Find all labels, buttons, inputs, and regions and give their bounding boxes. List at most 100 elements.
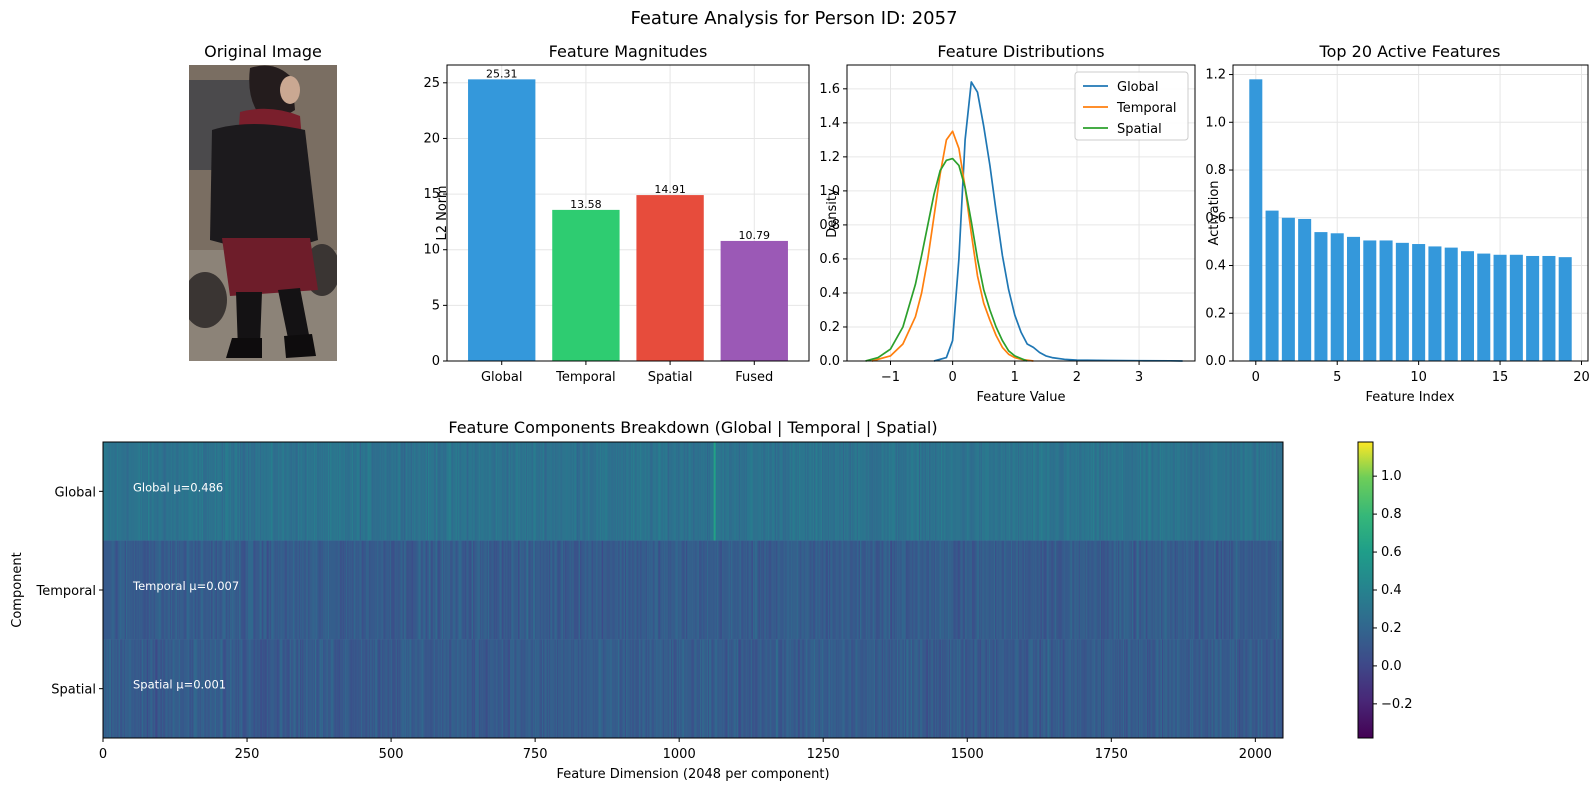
breakdown-cell <box>1259 540 1262 640</box>
breakdown-cell <box>643 442 645 541</box>
breakdown-cell <box>867 540 869 640</box>
distributions-ytick-label: 0.8 <box>819 218 840 233</box>
breakdown-cell <box>475 442 477 541</box>
breakdown-cell <box>771 639 773 738</box>
breakdown-cell <box>179 540 181 640</box>
breakdown-cell <box>1037 540 1039 640</box>
breakdown-cell <box>465 442 468 541</box>
breakdown-cell <box>639 442 642 541</box>
breakdown-cell <box>478 540 481 640</box>
breakdown-cell <box>644 639 647 738</box>
breakdown-cell <box>1232 442 1234 541</box>
breakdown-cell <box>484 540 486 640</box>
breakdown-cell <box>590 442 592 541</box>
breakdown-cell <box>353 639 355 738</box>
breakdown-cell <box>1261 540 1263 640</box>
breakdown-cell <box>705 540 708 640</box>
breakdown-cell <box>363 639 365 738</box>
breakdown-cell <box>366 639 369 738</box>
breakdown-cell <box>637 639 640 738</box>
breakdown-cell <box>1247 540 1249 640</box>
breakdown-cell <box>399 639 401 738</box>
breakdown-cell <box>222 639 225 738</box>
breakdown-cell <box>801 540 803 640</box>
breakdown-cell <box>1118 540 1120 640</box>
breakdown-cell <box>1061 540 1064 640</box>
breakdown-cell <box>554 442 557 541</box>
breakdown-cell <box>169 442 172 541</box>
breakdown-cell <box>499 540 501 640</box>
breakdown-cell <box>1228 540 1231 640</box>
breakdown-cell <box>788 639 791 738</box>
breakdown-cell <box>1104 540 1106 640</box>
breakdown-cell <box>439 540 441 640</box>
breakdown-cell <box>892 540 894 640</box>
breakdown-cell <box>122 540 125 640</box>
breakdown-cell <box>162 540 165 640</box>
breakdown-cell <box>485 442 488 541</box>
breakdown-cell <box>853 639 855 738</box>
breakdown-cell <box>142 639 144 738</box>
breakdown-cell <box>780 442 783 541</box>
breakdown-cell <box>296 639 299 738</box>
breakdown-cell <box>1111 639 1113 738</box>
breakdown-cell <box>1119 639 1121 738</box>
breakdown-cell <box>1112 442 1114 541</box>
breakdown-cell <box>563 540 566 640</box>
breakdown-cell <box>248 540 250 640</box>
breakdown-cell <box>961 442 963 541</box>
breakdown-cell <box>198 540 201 640</box>
breakdown-cell <box>777 540 779 640</box>
breakdown-cell <box>542 540 544 640</box>
breakdown-cell <box>159 540 161 640</box>
breakdown-cell <box>1113 639 1116 738</box>
breakdown-cell <box>984 639 986 738</box>
breakdown-cell <box>499 639 501 738</box>
breakdown-cell <box>1127 540 1129 640</box>
breakdown-cell <box>330 540 332 640</box>
breakdown-cell <box>747 442 749 541</box>
breakdown-cell <box>862 639 864 738</box>
breakdown-cell <box>946 540 948 640</box>
breakdown-cell <box>633 540 635 640</box>
breakdown-cell <box>650 540 652 640</box>
breakdown-cell <box>275 639 278 738</box>
breakdown-cell <box>653 442 656 541</box>
breakdown-cell <box>492 540 494 640</box>
breakdown-cell <box>921 639 923 738</box>
breakdown-cell <box>347 540 349 640</box>
breakdown-cell <box>959 540 961 640</box>
breakdown-cell <box>684 540 687 640</box>
breakdown-cell <box>816 442 818 541</box>
breakdown-cell <box>372 442 375 541</box>
top20-bar <box>1330 233 1344 361</box>
breakdown-cell <box>675 639 678 738</box>
breakdown-cell <box>642 442 644 541</box>
top20-bar <box>1395 242 1409 361</box>
breakdown-cell <box>400 639 402 738</box>
breakdown-cell <box>235 540 237 640</box>
breakdown-cell <box>319 639 322 738</box>
breakdown-cell <box>439 639 441 738</box>
breakdown-cell <box>544 639 546 738</box>
breakdown-cell <box>945 442 947 541</box>
breakdown-cell <box>199 639 202 738</box>
breakdown-cell <box>1250 639 1253 738</box>
breakdown-cell <box>1118 442 1120 541</box>
breakdown-cell <box>955 540 958 640</box>
breakdown-cell <box>804 639 807 738</box>
breakdown-cell <box>156 540 158 640</box>
breakdown-cell <box>555 639 558 738</box>
breakdown-cell <box>462 639 464 738</box>
breakdown-cell <box>1273 442 1276 541</box>
breakdown-cell <box>843 442 846 541</box>
breakdown-cell <box>830 540 832 640</box>
breakdown-cell <box>548 442 551 541</box>
breakdown-cell <box>1072 442 1074 541</box>
breakdown-cell <box>379 442 382 541</box>
breakdown-cell <box>479 540 482 640</box>
breakdown-cell <box>648 639 650 738</box>
breakdown-cell <box>999 442 1001 541</box>
breakdown-cell <box>665 639 667 738</box>
breakdown-cell <box>593 639 596 738</box>
